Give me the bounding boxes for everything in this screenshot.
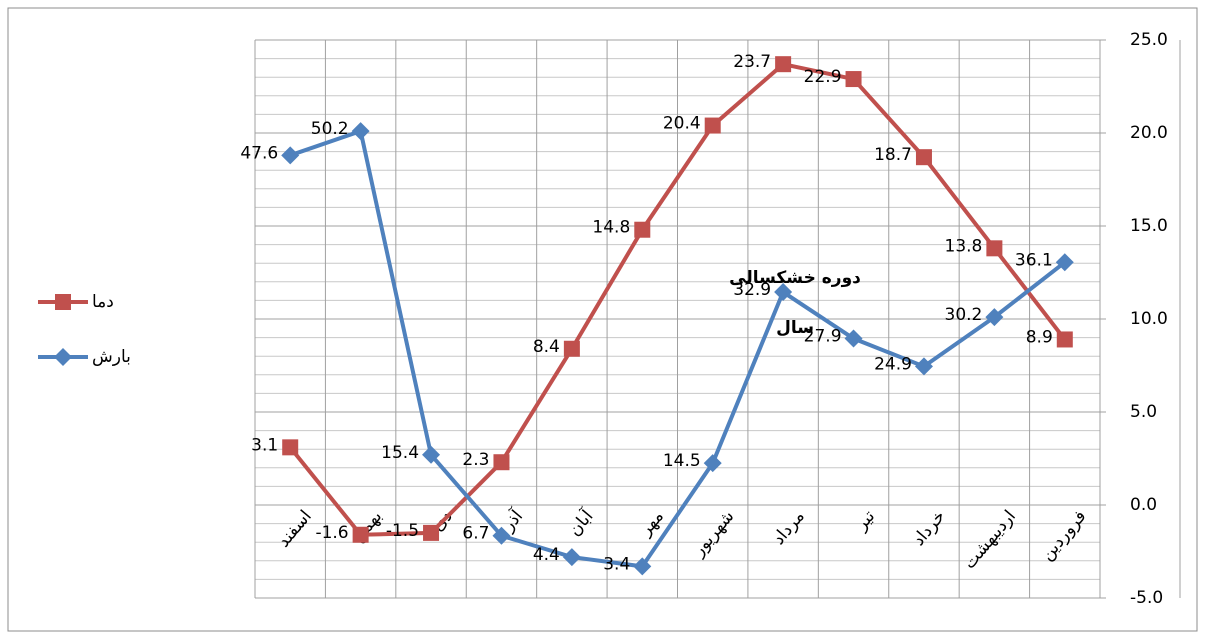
marker bbox=[562, 548, 581, 567]
data-label: 14.5 bbox=[663, 451, 701, 471]
data-label: 23.7 bbox=[733, 52, 771, 72]
data-label: -1.6 bbox=[315, 523, 348, 543]
marker bbox=[492, 526, 511, 545]
marker bbox=[986, 240, 1003, 257]
marker bbox=[985, 308, 1004, 327]
marker bbox=[915, 149, 932, 166]
y-tick-label: 20.0 bbox=[1130, 123, 1168, 143]
marker bbox=[351, 122, 370, 141]
data-label: 8.9 bbox=[1026, 327, 1053, 347]
legend-item: بارش bbox=[38, 347, 131, 367]
marker bbox=[55, 294, 71, 310]
data-label: 24.9 bbox=[874, 354, 912, 374]
marker bbox=[774, 283, 793, 302]
marker bbox=[844, 329, 863, 348]
marker bbox=[914, 357, 933, 376]
data-label: 50.2 bbox=[311, 119, 349, 139]
data-label: 3.4 bbox=[603, 554, 630, 574]
data-label: 3.1 bbox=[251, 435, 278, 455]
data-label: 13.8 bbox=[945, 236, 983, 256]
data-label: 32.9 bbox=[733, 280, 771, 300]
legend-label: دما bbox=[92, 292, 114, 312]
data-label: 36.1 bbox=[1015, 250, 1053, 270]
y-tick-label: 5.0 bbox=[1130, 402, 1157, 422]
marker bbox=[422, 445, 441, 464]
marker bbox=[634, 221, 651, 238]
data-label: 6.7 bbox=[462, 524, 489, 544]
data-label: 20.4 bbox=[663, 114, 701, 134]
y-tick-label: 0.0 bbox=[1130, 495, 1157, 515]
marker bbox=[282, 439, 299, 456]
marker bbox=[845, 71, 862, 88]
data-label: 15.4 bbox=[381, 443, 419, 463]
marker bbox=[563, 340, 580, 357]
marker bbox=[423, 524, 440, 541]
data-label: 22.9 bbox=[804, 67, 842, 87]
marker bbox=[281, 146, 300, 165]
y-tick-label: -5.0 bbox=[1130, 588, 1163, 608]
y-tick-label: 15.0 bbox=[1130, 216, 1168, 236]
marker bbox=[352, 526, 369, 543]
marker bbox=[1056, 331, 1073, 348]
y-tick-label: 25.0 bbox=[1130, 30, 1168, 50]
data-label: 18.7 bbox=[874, 145, 912, 165]
data-label: 14.8 bbox=[592, 218, 630, 238]
data-label: -1.5 bbox=[386, 521, 419, 541]
marker bbox=[493, 454, 510, 471]
series-line bbox=[288, 62, 1067, 537]
legend-item: دما bbox=[38, 292, 114, 312]
marker bbox=[633, 557, 652, 576]
series-line bbox=[289, 128, 1067, 569]
legend-label: بارش bbox=[92, 347, 131, 367]
data-label: 4.4 bbox=[533, 545, 560, 565]
marker bbox=[775, 56, 792, 73]
y-tick-label: 10.0 bbox=[1130, 309, 1168, 329]
marker bbox=[1055, 253, 1074, 272]
marker bbox=[703, 454, 722, 473]
data-label: 47.6 bbox=[240, 143, 278, 163]
marker bbox=[704, 117, 721, 134]
data-label: 27.9 bbox=[804, 327, 842, 347]
annotation: سال bbox=[776, 318, 814, 338]
data-label: 2.3 bbox=[462, 450, 489, 470]
data-label: 30.2 bbox=[945, 305, 983, 325]
marker bbox=[54, 348, 72, 366]
data-label: 8.4 bbox=[533, 337, 560, 357]
annotation: دوره خشکسالی bbox=[729, 268, 861, 288]
